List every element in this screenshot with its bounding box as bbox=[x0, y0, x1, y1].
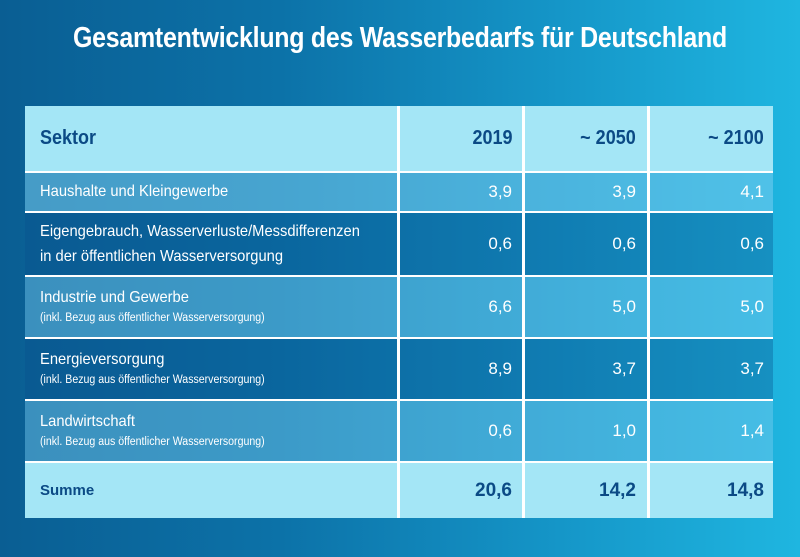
sum-label: Summe bbox=[40, 482, 95, 499]
row-label-main: Haushalte und Kleingewerbe bbox=[40, 183, 229, 200]
header-2050: ~ 2050 bbox=[522, 106, 647, 171]
table-row: Eigengebrauch, Wasserverluste/Messdiffer… bbox=[25, 211, 773, 275]
table-row: Industrie und Gewerbe (inkl. Bezug aus ö… bbox=[25, 275, 773, 337]
sum-2050: 14,2 bbox=[522, 463, 647, 518]
value-2100: 3,7 bbox=[647, 339, 773, 399]
row-label: Haushalte und Kleingewerbe bbox=[25, 173, 397, 211]
value-2100: 0,6 bbox=[647, 213, 773, 275]
table-row: Landwirtschaft (inkl. Bezug aus öffentli… bbox=[25, 399, 773, 461]
row-label: Landwirtschaft (inkl. Bezug aus öffentli… bbox=[25, 401, 397, 461]
value-2019: 0,6 bbox=[397, 213, 522, 275]
page-title: Gesamtentwicklung des Wasserbedarfs für … bbox=[73, 22, 727, 54]
row-label-main: Landwirtschaft bbox=[40, 413, 135, 430]
value-2100: 1,4 bbox=[647, 401, 773, 461]
row-label-main: Energieversorgung bbox=[40, 351, 165, 368]
value-2100: 5,0 bbox=[647, 277, 773, 337]
value-2050: 3,9 bbox=[522, 173, 647, 211]
row-label-note: (inkl. Bezug aus öffentlicher Wasservers… bbox=[40, 312, 265, 324]
value-2050: 3,7 bbox=[522, 339, 647, 399]
value-2050: 0,6 bbox=[522, 213, 647, 275]
row-label-main: Industrie und Gewerbe bbox=[40, 289, 189, 306]
header-2019: 2019 bbox=[397, 106, 522, 171]
value-2019: 0,6 bbox=[397, 401, 522, 461]
table-header-row: Sektor 2019 ~ 2050 ~ 2100 bbox=[25, 106, 773, 171]
water-demand-table: Sektor 2019 ~ 2050 ~ 2100 Haushalte und … bbox=[25, 106, 773, 518]
row-label: Energieversorgung (inkl. Bezug aus öffen… bbox=[25, 339, 397, 399]
sum-2100: 14,8 bbox=[647, 463, 773, 518]
value-2050: 1,0 bbox=[522, 401, 647, 461]
value-2019: 8,9 bbox=[397, 339, 522, 399]
row-label: Industrie und Gewerbe (inkl. Bezug aus ö… bbox=[25, 277, 397, 337]
row-label: Eigengebrauch, Wasserverluste/Messdiffer… bbox=[25, 213, 397, 275]
row-label-note: (inkl. Bezug aus öffentlicher Wasservers… bbox=[40, 374, 265, 386]
table-sum-row: Summe 20,6 14,2 14,8 bbox=[25, 461, 773, 518]
table-row: Haushalte und Kleingewerbe 3,9 3,9 4,1 bbox=[25, 171, 773, 211]
value-2019: 3,9 bbox=[397, 173, 522, 211]
table-row: Energieversorgung (inkl. Bezug aus öffen… bbox=[25, 337, 773, 399]
sum-2019: 20,6 bbox=[397, 463, 522, 518]
value-2019: 6,6 bbox=[397, 277, 522, 337]
value-2050: 5,0 bbox=[522, 277, 647, 337]
header-sektor: Sektor bbox=[40, 127, 97, 149]
value-2100: 4,1 bbox=[647, 173, 773, 211]
row-label-main: Eigengebrauch, Wasserverluste/Messdiffer… bbox=[40, 222, 360, 240]
row-label-second-line: in der öffentlichen Wasserversorgung bbox=[40, 247, 284, 265]
row-label-note: (inkl. Bezug aus öffentlicher Wasservers… bbox=[40, 436, 265, 448]
header-2100: ~ 2100 bbox=[647, 106, 773, 171]
